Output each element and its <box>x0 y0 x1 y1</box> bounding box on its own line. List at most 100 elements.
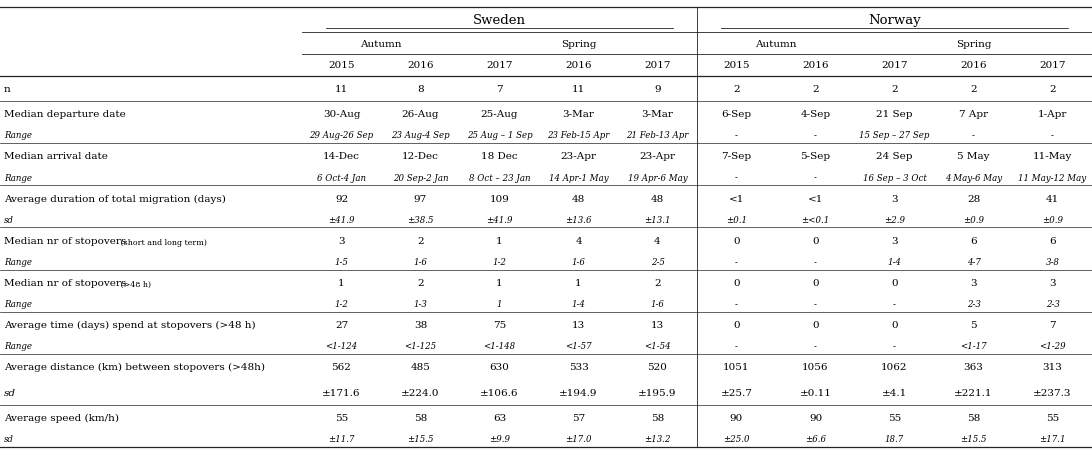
Text: <1-29: <1-29 <box>1040 341 1066 350</box>
Text: 1-6: 1-6 <box>571 257 585 266</box>
Text: Median nr of stopovers: Median nr of stopovers <box>4 278 127 287</box>
Text: 23-Apr: 23-Apr <box>640 152 676 161</box>
Text: 313: 313 <box>1043 362 1063 371</box>
Text: 1: 1 <box>575 278 582 287</box>
Text: 520: 520 <box>648 362 667 371</box>
Text: 1: 1 <box>497 299 502 308</box>
Text: 7: 7 <box>496 85 502 94</box>
Text: 630: 630 <box>489 362 510 371</box>
Text: 2-5: 2-5 <box>651 257 664 266</box>
Text: 55: 55 <box>335 413 348 422</box>
Text: n: n <box>4 85 11 94</box>
Text: ±38.5: ±38.5 <box>407 215 434 224</box>
Text: -: - <box>893 299 895 308</box>
Text: 109: 109 <box>489 194 510 203</box>
Text: sd: sd <box>4 388 16 397</box>
Text: -: - <box>735 299 738 308</box>
Text: 4: 4 <box>654 236 661 245</box>
Text: 55: 55 <box>888 413 901 422</box>
Text: 24 Sep: 24 Sep <box>876 152 913 161</box>
Text: 6: 6 <box>970 236 977 245</box>
Text: 2: 2 <box>970 85 977 94</box>
Text: 7: 7 <box>1049 320 1056 329</box>
Text: 1-5: 1-5 <box>334 257 348 266</box>
Text: 0: 0 <box>812 320 819 329</box>
Text: Autumn: Autumn <box>360 40 402 49</box>
Text: Range: Range <box>4 257 32 266</box>
Text: ±194.9: ±194.9 <box>559 388 597 397</box>
Text: 16 Sep – 3 Oct: 16 Sep – 3 Oct <box>863 173 926 182</box>
Text: 2-3: 2-3 <box>966 299 981 308</box>
Text: 4: 4 <box>575 236 582 245</box>
Text: ±6.6: ±6.6 <box>805 434 826 443</box>
Text: 3-8: 3-8 <box>1045 257 1059 266</box>
Text: ±237.3: ±237.3 <box>1033 388 1071 397</box>
Text: 2: 2 <box>417 236 424 245</box>
Text: 1051: 1051 <box>723 362 750 371</box>
Text: 2016: 2016 <box>407 61 434 70</box>
Text: 20 Sep-2 Jan: 20 Sep-2 Jan <box>393 173 448 182</box>
Text: Norway: Norway <box>868 14 921 27</box>
Text: 9: 9 <box>654 85 661 94</box>
Text: 1-6: 1-6 <box>414 257 427 266</box>
Text: ±41.9: ±41.9 <box>329 215 355 224</box>
Text: ±13.6: ±13.6 <box>566 215 592 224</box>
Text: 3-Mar: 3-Mar <box>562 110 594 119</box>
Text: 5: 5 <box>970 320 977 329</box>
Text: 2015: 2015 <box>329 61 355 70</box>
Text: 4-7: 4-7 <box>966 257 981 266</box>
Text: 0: 0 <box>733 278 739 287</box>
Text: 1: 1 <box>339 278 345 287</box>
Text: <1: <1 <box>728 194 744 203</box>
Text: ±106.6: ±106.6 <box>480 388 519 397</box>
Text: 25 Aug – 1 Sep: 25 Aug – 1 Sep <box>466 131 532 140</box>
Text: 2: 2 <box>654 278 661 287</box>
Text: -: - <box>814 173 817 182</box>
Text: 90: 90 <box>809 413 822 422</box>
Text: 14-Dec: 14-Dec <box>323 152 360 161</box>
Text: 2-3: 2-3 <box>1045 299 1059 308</box>
Text: 533: 533 <box>569 362 589 371</box>
Text: 2: 2 <box>733 85 739 94</box>
Text: 3: 3 <box>891 194 898 203</box>
Text: 21 Sep: 21 Sep <box>876 110 913 119</box>
Text: ±195.9: ±195.9 <box>638 388 677 397</box>
Text: 0: 0 <box>733 236 739 245</box>
Text: Spring: Spring <box>561 40 596 49</box>
Text: 3: 3 <box>339 236 345 245</box>
Text: 0: 0 <box>733 320 739 329</box>
Text: -: - <box>814 131 817 140</box>
Text: 6-Sep: 6-Sep <box>722 110 751 119</box>
Text: 23-Apr: 23-Apr <box>560 152 596 161</box>
Text: 0: 0 <box>812 278 819 287</box>
Text: 3: 3 <box>1049 278 1056 287</box>
Text: ±13.2: ±13.2 <box>644 434 670 443</box>
Text: 0: 0 <box>812 236 819 245</box>
Text: 2015: 2015 <box>723 61 750 70</box>
Text: ±9.9: ±9.9 <box>489 434 510 443</box>
Text: 3: 3 <box>970 278 977 287</box>
Text: <1-148: <1-148 <box>484 341 515 350</box>
Text: 2017: 2017 <box>644 61 670 70</box>
Text: 29 Aug-26 Sep: 29 Aug-26 Sep <box>309 131 373 140</box>
Text: 6 Oct-4 Jan: 6 Oct-4 Jan <box>317 173 366 182</box>
Text: 2: 2 <box>812 85 819 94</box>
Text: sd: sd <box>4 215 14 224</box>
Text: 57: 57 <box>572 413 585 422</box>
Text: -: - <box>814 341 817 350</box>
Text: ±41.9: ±41.9 <box>486 215 513 224</box>
Text: 363: 363 <box>963 362 984 371</box>
Text: Median departure date: Median departure date <box>4 110 126 119</box>
Text: (short and long term): (short and long term) <box>118 238 207 246</box>
Text: 4-Sep: 4-Sep <box>800 110 831 119</box>
Text: ±17.0: ±17.0 <box>566 434 592 443</box>
Text: 58: 58 <box>966 413 981 422</box>
Text: 23 Aug-4 Sep: 23 Aug-4 Sep <box>391 131 450 140</box>
Text: 2017: 2017 <box>486 61 513 70</box>
Text: ±11.7: ±11.7 <box>329 434 355 443</box>
Text: 562: 562 <box>332 362 352 371</box>
Text: <1-125: <1-125 <box>404 341 437 350</box>
Text: 3: 3 <box>891 236 898 245</box>
Text: 1: 1 <box>496 278 502 287</box>
Text: ±0.11: ±0.11 <box>799 388 831 397</box>
